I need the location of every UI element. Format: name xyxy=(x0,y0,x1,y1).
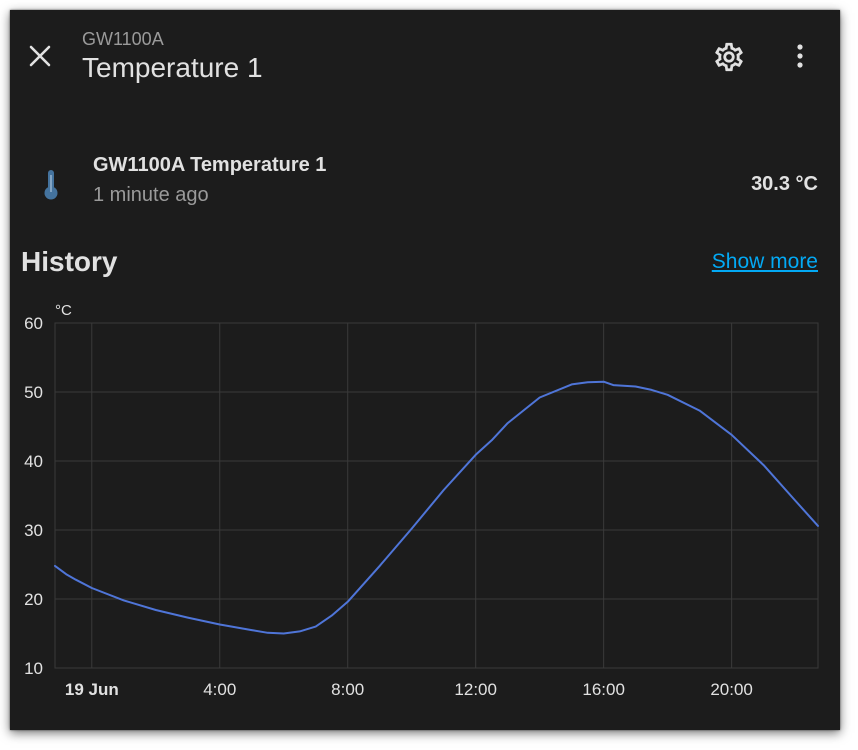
x-tick-label: 20:00 xyxy=(710,680,753,699)
y-tick-label: 40 xyxy=(24,452,43,471)
dialog-title: Temperature 1 xyxy=(82,52,263,83)
thermometer-icon xyxy=(40,168,62,202)
temperature-series-line xyxy=(54,380,819,635)
settings-button[interactable] xyxy=(712,40,746,74)
gear-icon xyxy=(715,42,743,72)
y-axis-unit: °C xyxy=(55,302,72,319)
x-tick-label: 16:00 xyxy=(582,680,625,699)
last-changed: 1 minute ago xyxy=(93,184,209,206)
y-tick-label: 30 xyxy=(24,521,43,540)
x-tick-label: 12:00 xyxy=(454,680,497,699)
device-name: GW1100A xyxy=(82,29,164,49)
entity-name: GW1100A Temperature 1 xyxy=(93,154,327,176)
history-title: History xyxy=(21,246,118,277)
y-tick-label: 10 xyxy=(24,659,43,678)
y-tick-label: 20 xyxy=(24,590,43,609)
y-tick-label: 60 xyxy=(24,314,43,333)
more-info-dialog: GW1100A Temperature 1 GW1100A Temperatur… xyxy=(10,10,840,730)
history-chart[interactable]: 60 50 40 30 20 10 °C 19 Jun 4:00 8:00 12:00 16:00 20… xyxy=(10,300,840,710)
y-tick-label: 50 xyxy=(24,383,43,402)
entity-state: 30.3 °C xyxy=(751,173,818,195)
more-options-button[interactable] xyxy=(786,40,814,74)
x-tick-label: 19 Jun xyxy=(65,680,119,699)
x-tick-label: 4:00 xyxy=(203,680,236,699)
plot-frame xyxy=(54,322,819,669)
x-tick-label: 8:00 xyxy=(331,680,364,699)
more-vertical-icon xyxy=(797,44,803,68)
show-more-link[interactable]: Show more xyxy=(711,250,818,273)
close-icon xyxy=(29,45,51,67)
close-button[interactable] xyxy=(26,42,54,70)
